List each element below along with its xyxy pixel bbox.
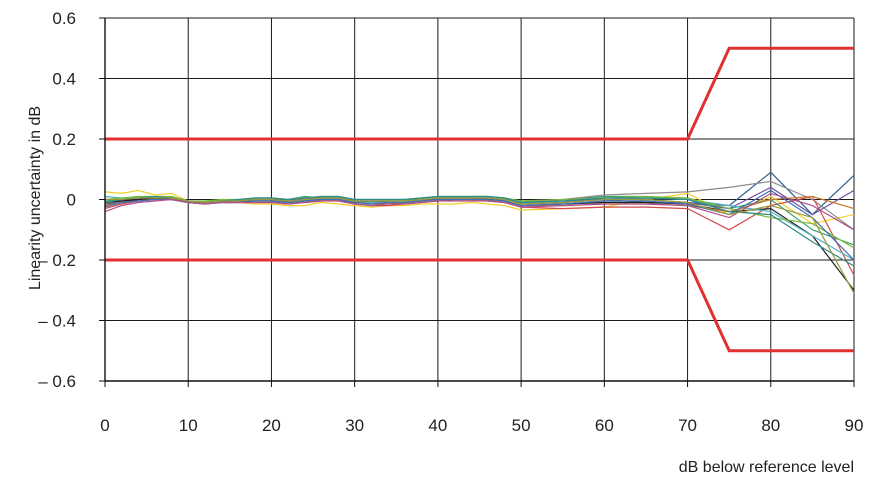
- x-axis-ticks: 0 10 20 30 40 50 60 70 80 90: [100, 381, 863, 435]
- y-axis-label: Linearity uncertainty in dB: [27, 106, 44, 290]
- y-tick-label: 0.4: [52, 70, 76, 89]
- y-tick-label: – 0.4: [38, 312, 76, 331]
- y-tick-label: – 0.2: [38, 251, 76, 270]
- upper-tolerance-line: [105, 46, 854, 141]
- y-tick-label: 0.6: [52, 9, 76, 28]
- x-tick-label: 40: [428, 416, 447, 435]
- x-tick-label: 30: [345, 416, 364, 435]
- y-tick-label: – 0.6: [38, 372, 76, 391]
- x-tick-label: 50: [512, 416, 531, 435]
- series-line-12: [104, 192, 855, 231]
- x-tick-label: 20: [262, 416, 281, 435]
- x-axis-label: dB below reference level: [679, 459, 854, 476]
- x-tick-label: 90: [845, 416, 864, 435]
- y-axis-ticks: 0.6 0.4 0.2 0 – 0.2 – 0.4 – 0.6: [38, 9, 105, 391]
- x-tick-label: 60: [595, 416, 614, 435]
- lower-tolerance-line: [105, 258, 854, 353]
- measurement-series: [104, 171, 855, 294]
- series-line-14: [105, 197, 855, 294]
- x-tick-label: 10: [179, 416, 198, 435]
- x-tick-label: 70: [678, 416, 697, 435]
- y-tick-label: 0: [67, 191, 76, 210]
- x-tick-label: 0: [100, 416, 109, 435]
- x-tick-label: 80: [761, 416, 780, 435]
- y-tick-label: 0.2: [52, 130, 76, 149]
- tolerance-limits: [105, 46, 854, 353]
